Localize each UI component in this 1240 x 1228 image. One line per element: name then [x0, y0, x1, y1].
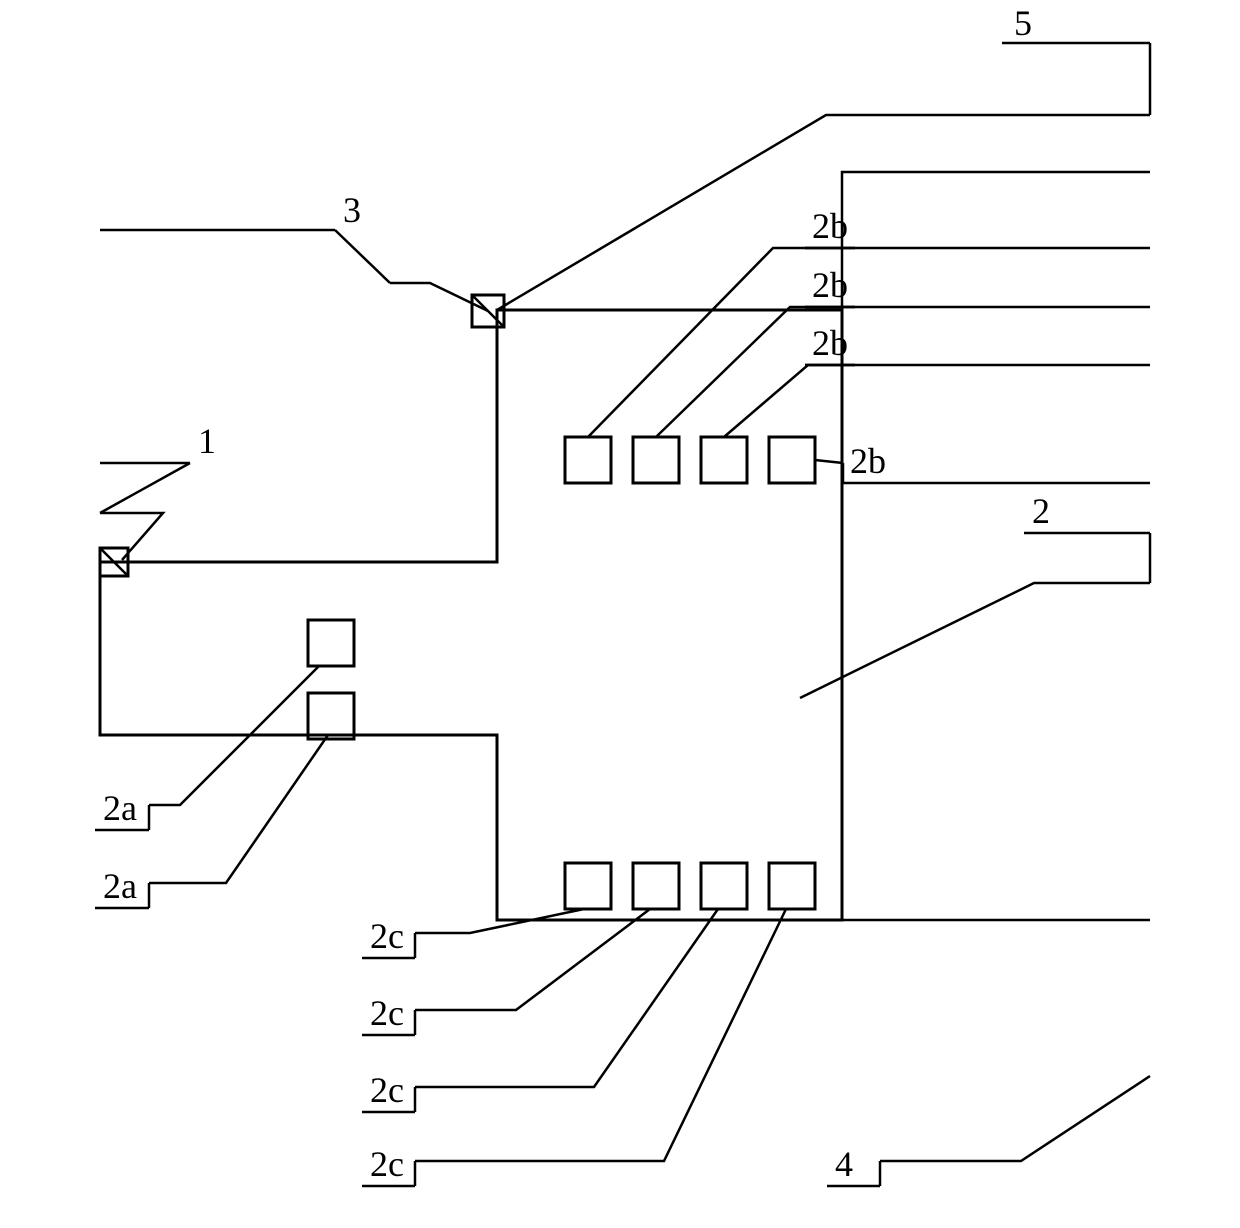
box-2b-3: [769, 437, 815, 483]
label-L1: 1: [198, 421, 216, 461]
label-L4: 4: [835, 1144, 853, 1184]
label-L3: 3: [343, 190, 361, 230]
box-2b-2: [701, 437, 747, 483]
box-2a-0: [308, 620, 354, 666]
box-2a-1: [308, 693, 354, 739]
body-outline: [100, 310, 842, 920]
label-L2c_4: 2c: [370, 1144, 404, 1184]
leader-L1: [100, 513, 163, 560]
join-L1: [100, 463, 190, 513]
box-2b-1: [633, 437, 679, 483]
box-2b-0: [565, 437, 611, 483]
leader-L2c_2: [415, 909, 650, 1010]
diagram-canvas: 5 3 2b 2b 2b 2b 1 2 2a 2a 2c 2c 2c 2c 4: [0, 0, 1240, 1228]
label-L2b_4: 2b: [850, 441, 886, 481]
leader-L5b: [842, 172, 1150, 310]
leader-L2b_4: [815, 460, 843, 463]
label-L2c_2: 2c: [370, 993, 404, 1033]
label-L5: 5: [1014, 3, 1032, 43]
label-L2b_2: 2b: [812, 265, 848, 305]
box-2c-3: [769, 863, 815, 909]
leader-L2: [800, 583, 1150, 698]
label-L2a_1: 2a: [103, 788, 137, 828]
leader-L2a_2: [149, 735, 328, 883]
box-2c-0: [565, 863, 611, 909]
label-L2b_1: 2b: [812, 206, 848, 246]
label-L2c_1: 2c: [370, 916, 404, 956]
label-L2: 2: [1032, 491, 1050, 531]
label-L2c_3: 2c: [370, 1070, 404, 1110]
label-L2b_3: 2b: [812, 323, 848, 363]
leader-L2b_3: [724, 365, 855, 437]
label-L2a_2: 2a: [103, 866, 137, 906]
leader-L4: [880, 1076, 1150, 1161]
box-2c-1: [633, 863, 679, 909]
leader-L2c_3: [415, 909, 718, 1087]
box-2c-2: [701, 863, 747, 909]
join-L3: [335, 230, 390, 283]
